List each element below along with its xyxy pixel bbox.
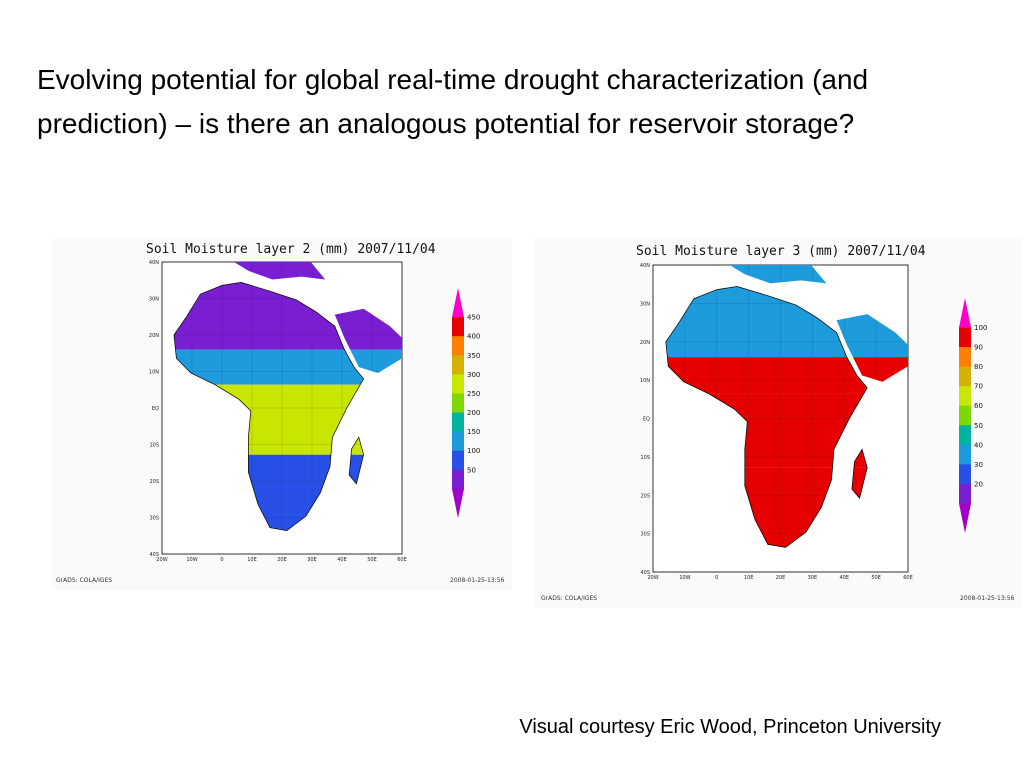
colorbar-label: 450 [467,314,480,322]
colorbar-segment [452,450,464,471]
colorbar-label: 20 [974,480,983,488]
map-footer-left: GrADS: COLA/IGES [56,577,113,584]
lon-tick-label: 0 [715,575,718,581]
colorbar-label: 100 [467,447,480,455]
lat-tick-label: EQ [643,417,650,423]
colorbar-label: 150 [467,428,480,436]
colorbar-segment [959,327,971,348]
colorbar-segment [452,469,464,490]
lat-tick-label: 40N [640,263,650,269]
lat-tick-label: 30S [149,516,159,522]
lon-tick-label: 20E [776,575,786,581]
image-credit: Visual courtesy Eric Wood, Princeton Uni… [519,716,941,738]
colorbar-label: 60 [974,402,983,410]
colorbar-label: 200 [467,409,480,417]
lon-tick-label: 50E [871,575,881,581]
colorbar-segment [452,336,464,356]
lat-tick-label: 30N [640,301,650,307]
lon-tick-label: 30E [307,557,317,563]
colorbar-label: 30 [974,461,983,469]
map-footer-left: GrADS: COLA/IGES [541,595,598,602]
colorbar-segment [452,412,464,433]
lon-tick-label: 0 [220,557,223,563]
colorbar-label: 70 [974,383,983,391]
slide-title: Evolving potential for global real-time … [37,64,869,139]
lat-tick-label: 10S [640,455,650,461]
lat-tick-label: 20N [640,340,650,346]
colorbar-label: 80 [974,363,983,371]
colorbar-segment [959,347,971,368]
lon-tick-label: 20E [277,557,287,563]
lat-tick-label: 40S [149,552,159,558]
lon-tick-label: 10W [679,575,690,581]
africa-coastline [173,282,365,531]
colorbar-segment [959,464,971,485]
colorbar-arrow-bottom [959,503,971,533]
lat-tick-label: 40S [640,570,650,576]
lon-tick-label: 50E [367,557,377,563]
colorbar-label: 50 [974,422,983,430]
lon-tick-label: 40E [337,557,347,563]
map-title: Soil Moisture layer 2 (mm) 2007/11/04 [146,242,436,257]
lon-tick-label: 10E [744,575,754,581]
lat-tick-label: 30N [149,297,159,303]
lat-tick-label: 10S [149,443,159,449]
colorbar-segment [452,374,464,394]
lat-tick-label: 30S [640,532,650,538]
colorbar-segment [959,483,971,504]
colorbar-segment [959,444,971,465]
lon-tick-label: 60E [397,557,407,563]
colorbar-label: 40 [974,441,983,449]
map-title: Soil Moisture layer 3 (mm) 2007/11/04 [636,244,926,259]
colorbar-label: 50 [467,466,476,474]
lon-tick-label: 20W [156,557,167,563]
lat-tick-label: 20S [149,479,159,485]
colorbar-label: 250 [467,390,480,398]
colorbar-segment [452,393,464,414]
colorbar-label: 300 [467,371,480,379]
colorbar-segment [959,425,971,446]
colorbar-arrow-top [959,298,971,328]
map-panel-layer3: Soil Moisture layer 3 (mm) 2007/11/04 40… [535,238,1022,608]
madagascar-coastline [348,436,364,485]
map-footer-right: 2008-01-25-13:56 [450,577,505,584]
map-panel-layer2: Soil Moisture layer 2 (mm) 2007/11/04 40… [52,238,512,590]
lat-tick-label: 10N [149,370,159,376]
colorbar-segment [959,386,971,407]
lon-tick-label: 10W [186,557,197,563]
colorbar-arrow-bottom [452,488,464,518]
colorbar-segment [959,366,971,387]
lat-tick-label: 20S [640,493,650,499]
lat-tick-label: 10N [640,378,650,384]
colorbar-segment [452,431,464,452]
colorbar-segment [452,317,464,337]
colorbar-label: 400 [467,333,480,341]
colorbar-arrow-top [452,288,464,318]
colorbar-label: 90 [974,344,983,352]
colorbar-label: 350 [467,352,480,360]
lon-tick-label: 20W [647,575,658,581]
lat-tick-label: EQ [152,406,159,412]
lon-tick-label: 40E [839,575,849,581]
lon-tick-label: 10E [247,557,257,563]
lat-tick-label: 40N [149,260,159,266]
map-footer-right: 2008-01-25-13:56 [960,595,1015,602]
colorbar-label: 100 [974,324,987,332]
colorbar-segment [452,355,464,375]
lon-tick-label: 60E [903,575,913,581]
lat-tick-label: 20N [149,333,159,339]
colorbar-segment [959,405,971,426]
lon-tick-label: 30E [808,575,818,581]
madagascar-coastline [851,448,868,500]
africa-coastline [665,286,868,548]
